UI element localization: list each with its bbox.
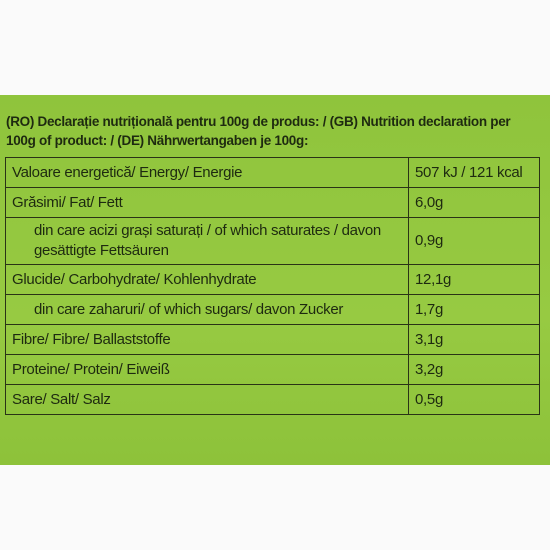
table-row: din care acizi grași saturați / of which…: [5, 217, 540, 265]
nutrient-value: 0,9g: [408, 217, 540, 265]
nutrient-value: 3,1g: [408, 324, 540, 355]
nutrient-name: Glucide/ Carbohydrate/ Kohlenhydrate: [5, 264, 409, 295]
heading: (RO) Declarație nutrițională pentru 100g…: [6, 114, 511, 148]
table-row: Fibre/ Fibre/ Ballaststoffe 3,1g: [5, 324, 540, 355]
nutrient-name: Proteine/ Protein/ Eiweiß: [5, 354, 409, 385]
nutrient-name: din care zaharuri/ of which sugars/ davo…: [5, 294, 409, 325]
nutrient-value: 1,7g: [408, 294, 540, 325]
table-row: Glucide/ Carbohydrate/ Kohlenhydrate 12,1…: [5, 264, 540, 295]
nutrient-value: 3,2g: [408, 354, 540, 385]
nutrient-name: Valoare energetică/ Energy/ Energie: [5, 157, 409, 188]
table-row: din care zaharuri/ of which sugars/ davo…: [5, 294, 540, 325]
table-row: Grăsimi/ Fat/ Fett 6,0g: [5, 187, 540, 218]
nutrient-value: 507 kJ / 121 kcal: [408, 157, 540, 188]
nutrient-name: Fibre/ Fibre/ Ballaststoffe: [5, 324, 409, 355]
table-row: Sare/ Salt/ Salz 0,5g: [5, 384, 540, 415]
nutrient-name: Sare/ Salt/ Salz: [5, 384, 409, 415]
nutrient-name: din care acizi grași saturați / of which…: [5, 217, 409, 265]
nutrient-name: Grăsimi/ Fat/ Fett: [5, 187, 409, 218]
nutrient-value: 12,1g: [408, 264, 540, 295]
nutrition-table: Valoare energetică/ Energy/ Energie 507 k…: [5, 157, 540, 415]
table-row: Valoare energetică/ Energy/ Energie 507 k…: [5, 157, 540, 188]
table-body: Valoare energetică/ Energy/ Energie 507 k…: [5, 157, 540, 415]
nutrient-value: 6,0g: [408, 187, 540, 218]
table-row: Proteine/ Protein/ Eiweiß 3,2g: [5, 354, 540, 385]
nutrient-value: 0,5g: [408, 384, 540, 415]
